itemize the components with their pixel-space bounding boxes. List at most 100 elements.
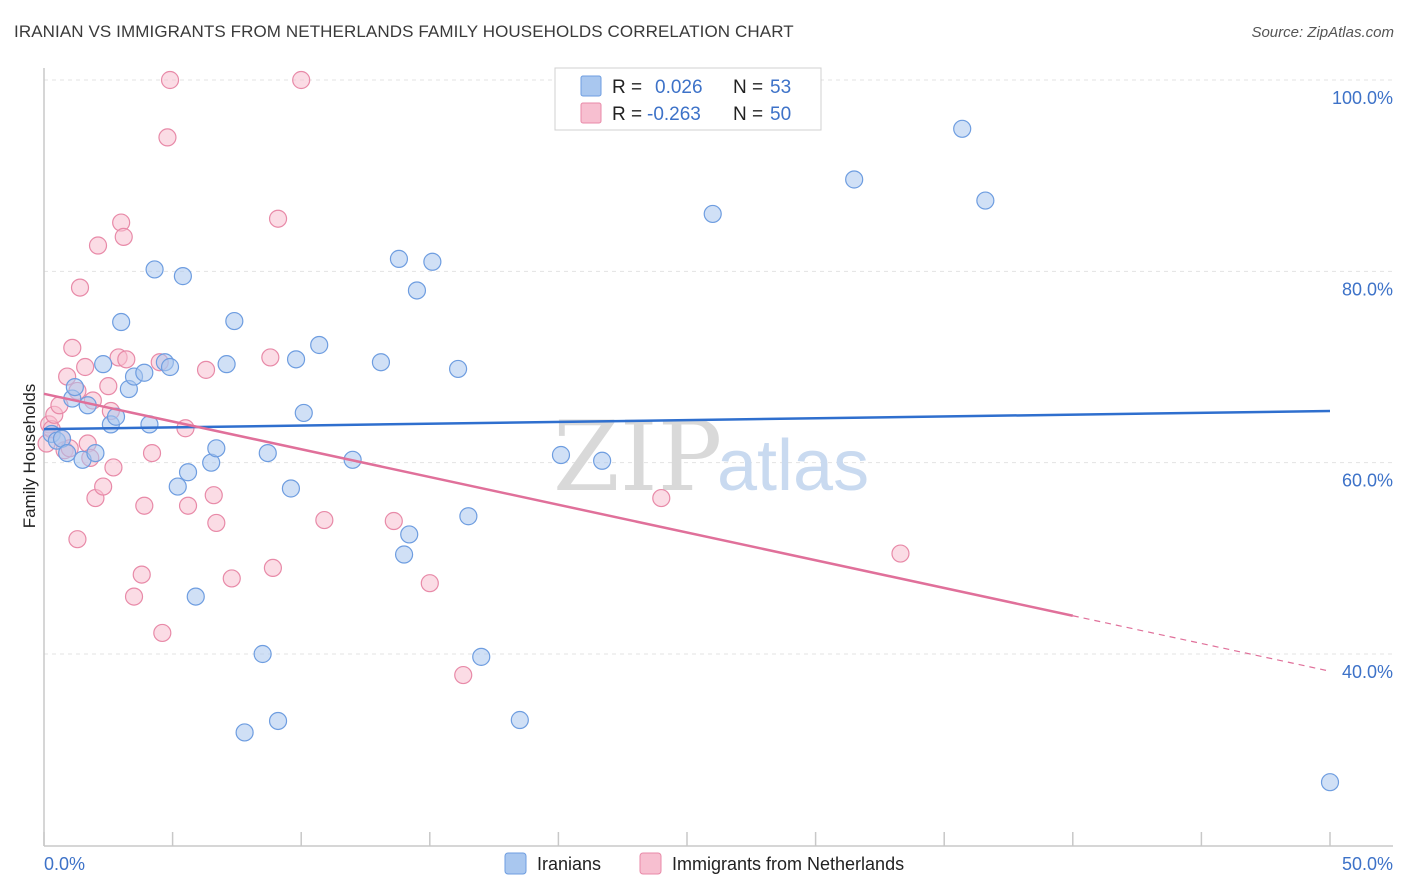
point-netherlands <box>292 70 311 90</box>
point-netherlands <box>70 278 90 297</box>
point-iranians <box>112 312 131 332</box>
bottom-legend-label-netherlands: Immigrants from Netherlands <box>672 854 904 874</box>
y-tick-label: 100.0% <box>1332 88 1393 108</box>
points-layer <box>37 70 1340 792</box>
point-netherlands <box>420 574 439 593</box>
point-netherlands <box>178 496 198 515</box>
legend-r-label-netherlands: R = <box>612 104 642 125</box>
point-iranians <box>281 479 301 498</box>
point-netherlands <box>454 665 473 685</box>
x-ticks <box>43 832 1331 846</box>
point-iranians <box>286 350 306 369</box>
legend-swatch-netherlands <box>580 102 602 124</box>
point-iranians <box>258 444 277 463</box>
point-iranians <box>225 311 244 331</box>
point-netherlands <box>384 511 403 531</box>
point-iranians <box>953 119 972 138</box>
point-netherlands <box>142 444 162 463</box>
point-iranians <box>703 204 722 224</box>
y-tick-labels: 100.0% 80.0% 60.0% 40.0% <box>1332 88 1393 682</box>
point-iranians <box>459 507 478 526</box>
x-tick-labels: 0.0% 50.0% <box>44 854 1393 874</box>
chart-title: IRANIAN VS IMMIGRANTS FROM NETHERLANDS F… <box>14 22 794 41</box>
point-netherlands <box>207 513 226 533</box>
point-iranians <box>65 377 84 397</box>
point-netherlands <box>263 558 283 578</box>
watermark-zip: ZIP <box>553 401 722 513</box>
top-legend: R = 0.026 N = 53 R = -0.263 N = 50 <box>554 67 822 131</box>
point-netherlands <box>104 458 123 477</box>
point-iranians <box>976 191 995 210</box>
legend-swatch-iranians <box>580 75 602 97</box>
point-netherlands <box>153 623 172 643</box>
chart-source: Source: ZipAtlas.com <box>1251 24 1394 41</box>
y-tick-label: 80.0% <box>1342 279 1393 299</box>
watermark-atlas: atlas <box>717 426 869 506</box>
y-axis-title: Family Households <box>20 384 39 529</box>
y-tick-label: 40.0% <box>1342 662 1393 682</box>
legend-n-label-iranians: N = <box>733 77 763 98</box>
point-iranians <box>371 353 391 372</box>
point-iranians <box>510 710 529 730</box>
bottom-legend-swatch-netherlands <box>639 852 662 875</box>
legend-r-value-iranians: 0.026 <box>655 77 703 98</box>
legend-r-value-netherlands: -0.263 <box>647 104 701 125</box>
point-netherlands <box>222 569 241 588</box>
point-netherlands <box>132 565 151 584</box>
point-iranians <box>394 545 414 564</box>
point-netherlands <box>158 128 177 147</box>
point-iranians <box>217 355 236 374</box>
point-netherlands <box>99 377 118 396</box>
point-iranians <box>423 252 442 271</box>
legend-n-label-netherlands: N = <box>733 104 763 125</box>
point-iranians <box>448 359 468 379</box>
point-iranians <box>235 723 254 742</box>
bottom-legend-swatch-iranians <box>504 852 527 875</box>
point-iranians <box>268 711 288 731</box>
y-tick-label: 60.0% <box>1342 471 1393 491</box>
point-iranians <box>593 451 612 470</box>
point-iranians <box>168 477 187 496</box>
bottom-legend-label-iranians: Iranians <box>537 854 601 874</box>
point-iranians <box>207 439 226 458</box>
x-tick-label: 0.0% <box>44 854 85 874</box>
point-iranians <box>400 525 419 544</box>
point-iranians <box>160 357 180 377</box>
legend-n-value-iranians: 53 <box>770 77 791 98</box>
point-netherlands <box>88 236 108 255</box>
point-netherlands <box>315 510 334 530</box>
point-netherlands <box>160 70 180 90</box>
trend-layer <box>43 392 1331 672</box>
point-iranians <box>173 267 192 286</box>
point-iranians <box>135 363 154 382</box>
point-iranians <box>1320 773 1340 792</box>
x-tick-label: 50.0% <box>1342 854 1393 874</box>
legend-n-value-netherlands: 50 <box>770 104 791 125</box>
point-iranians <box>94 355 113 374</box>
point-iranians <box>310 335 329 355</box>
trendline-netherlands <box>43 392 1074 617</box>
point-netherlands <box>117 350 136 369</box>
point-iranians <box>389 249 409 268</box>
point-netherlands <box>891 544 910 563</box>
point-iranians <box>145 260 164 279</box>
trendline-extension-netherlands <box>1072 615 1331 672</box>
point-netherlands <box>204 486 223 505</box>
point-iranians <box>551 445 571 465</box>
axes <box>43 68 1393 847</box>
point-iranians <box>86 444 105 463</box>
point-iranians <box>253 644 272 664</box>
point-iranians <box>294 403 313 423</box>
point-netherlands <box>63 338 82 357</box>
point-netherlands <box>68 530 87 549</box>
trendline-iranians <box>43 409 1331 431</box>
point-netherlands <box>76 357 95 377</box>
point-iranians <box>58 444 77 463</box>
point-netherlands <box>135 496 154 515</box>
point-netherlands <box>652 488 671 508</box>
point-netherlands <box>124 587 144 606</box>
point-netherlands <box>268 209 288 228</box>
bottom-legend: Iranians Immigrants from Netherlands <box>504 852 904 875</box>
point-iranians <box>186 587 205 606</box>
